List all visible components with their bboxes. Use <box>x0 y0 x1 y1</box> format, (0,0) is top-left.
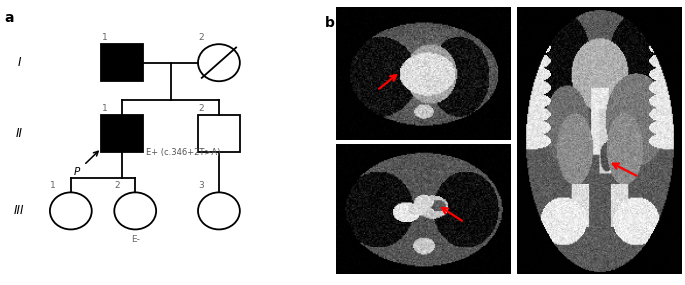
Bar <box>101 115 143 152</box>
Text: I: I <box>18 56 21 69</box>
Text: 2: 2 <box>114 181 121 190</box>
Circle shape <box>114 192 156 229</box>
Text: b: b <box>325 16 335 30</box>
Text: 1: 1 <box>50 181 56 190</box>
Text: 2: 2 <box>199 33 204 42</box>
Text: E-: E- <box>131 235 140 244</box>
Text: 2: 2 <box>199 104 204 113</box>
Text: P: P <box>74 167 80 177</box>
Circle shape <box>198 44 240 81</box>
Text: E+ (c.346+2T>A): E+ (c.346+2T>A) <box>147 148 221 157</box>
Text: 3: 3 <box>199 181 204 190</box>
Circle shape <box>198 192 240 229</box>
Bar <box>101 44 143 81</box>
Text: a: a <box>5 11 14 25</box>
Text: II: II <box>16 127 23 141</box>
Text: 1: 1 <box>102 104 108 113</box>
Bar <box>198 115 240 152</box>
Text: III: III <box>14 204 25 217</box>
Circle shape <box>50 192 92 229</box>
Text: 1: 1 <box>102 33 108 42</box>
